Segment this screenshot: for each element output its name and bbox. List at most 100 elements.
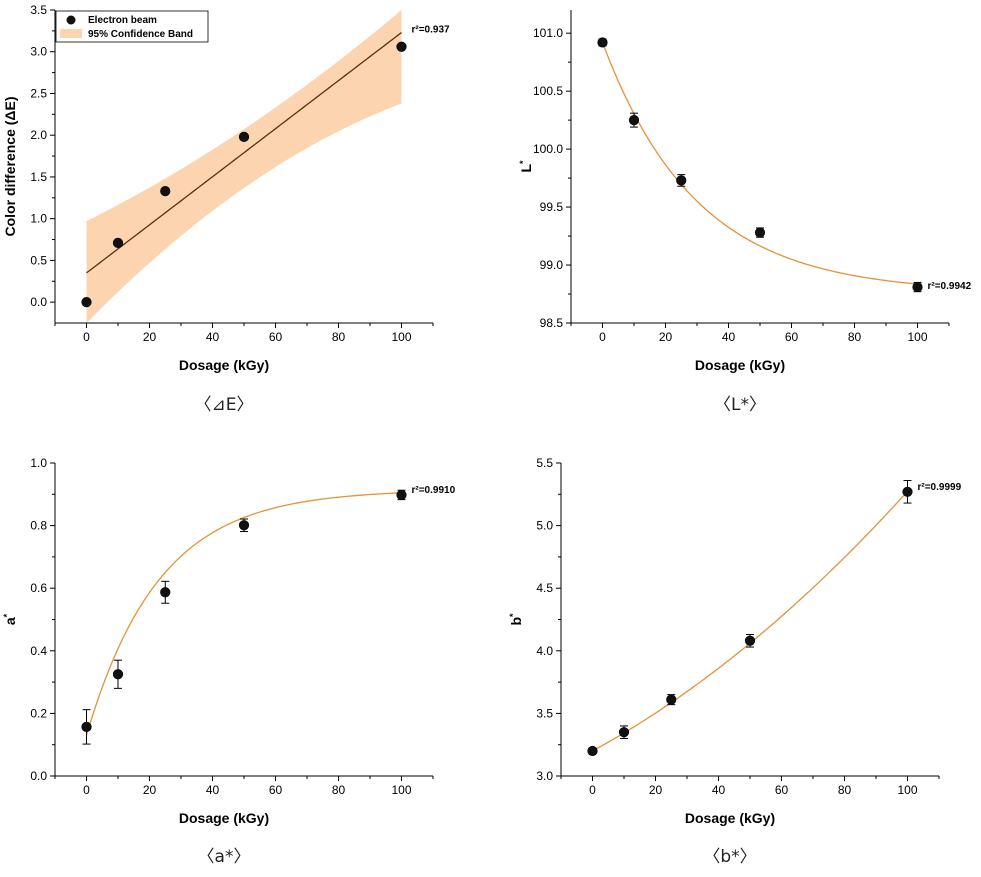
x-axis-label: Dosage (kGy) (685, 810, 775, 826)
y-tick-label: 0.0 (30, 295, 47, 309)
panel-caption: 〈b*〉 (703, 847, 756, 867)
y-tick-label: 0.8 (30, 519, 47, 533)
data-point (396, 41, 407, 52)
y-tick-label: 2.0 (30, 128, 47, 142)
legend-band-swatch (60, 29, 82, 38)
x-tick-label: 40 (206, 783, 220, 797)
y-tick-label: 4.0 (536, 644, 553, 658)
chart-panel-delta-e: 0 20 40 60 80 100 0.0 0.5 1.0 1.5 2.0 2.5 3.0 3.5 Dosa… (2, 3, 450, 415)
x-tick-label: 100 (391, 783, 411, 797)
legend-entry-band: 95% Confidence Band (88, 29, 193, 40)
x-tick-label: 0 (589, 783, 596, 797)
data-point (628, 115, 640, 126)
y-tick-label: 3.0 (536, 769, 553, 783)
x-tick-label: 0 (599, 330, 606, 344)
data-point (81, 297, 92, 308)
y-tick-label: 4.5 (536, 581, 553, 595)
y-tick-label: 1.0 (30, 212, 47, 226)
x-axis-label: Dosage (kGy) (179, 810, 269, 826)
x-tick-label: 60 (785, 330, 799, 344)
y-tick-label: 0.5 (30, 253, 47, 267)
data-point (238, 131, 250, 142)
x-axis-label: Dosage (kGy) (695, 357, 785, 373)
data-point (238, 520, 250, 531)
x-tick-label: 100 (391, 330, 411, 344)
x-tick-label: 20 (143, 783, 157, 797)
y-tick-label: 101.0 (533, 26, 563, 40)
y-tick-label: 3.0 (30, 45, 47, 59)
r-squared-label: r²=0.9910 (412, 485, 456, 496)
chart-panel-l-star: 0 20 40 60 80 100 98.5 99.0 99.5 100.0 100.5 101.0 D… (518, 10, 972, 415)
x-tick-label: 60 (775, 783, 789, 797)
data-point (160, 587, 171, 598)
x-tick-label: 40 (712, 783, 726, 797)
x-tick-label: 20 (659, 330, 673, 344)
x-tick-label: 80 (332, 783, 346, 797)
y-tick-label: 2.5 (30, 86, 47, 100)
y-tick-label: 0.6 (30, 581, 47, 595)
legend-marker (66, 15, 76, 25)
data-point (666, 694, 677, 705)
y-tick-label: 3.5 (536, 706, 553, 720)
data-point (112, 237, 124, 248)
x-tick-label: 0 (83, 783, 90, 797)
x-tick-label: 40 (206, 330, 220, 344)
y-tick-label: 5.0 (536, 519, 553, 533)
data-point (744, 635, 756, 646)
x-tick-label: 20 (649, 783, 663, 797)
data-point (618, 727, 630, 738)
x-tick-label: 40 (722, 330, 736, 344)
fit-curve (601, 42, 918, 285)
data-point (597, 37, 608, 48)
chart-panel-b-star: 0 20 40 60 80 100 3.0 3.5 4.0 4.5 5.0 5.5 Dosage (kG… (508, 456, 962, 867)
chart-panel-a-star: 0 20 40 60 80 100 0.0 0.2 0.4 0.6 0.8 1.0 Dosage (kG… (2, 456, 456, 867)
data-point (912, 281, 923, 293)
r-squared-label: r²=0.9942 (928, 281, 972, 292)
y-tick-label: 5.5 (536, 456, 553, 470)
panel-caption: 〈a*〉 (198, 847, 251, 867)
panel-caption: 〈L*〉 (714, 395, 766, 415)
y-tick-label: 3.5 (30, 3, 47, 17)
y-tick-label: 0.4 (30, 644, 47, 658)
x-tick-label: 0 (83, 330, 90, 344)
y-axis-label: a* (2, 613, 18, 625)
x-tick-label: 100 (897, 783, 917, 797)
y-tick-label: 1.0 (30, 456, 47, 470)
panel-caption: 〈⊿E〉 (195, 395, 254, 415)
confidence-band (86, 10, 402, 323)
data-point (160, 186, 171, 197)
x-tick-label: 60 (269, 783, 283, 797)
x-tick-label: 20 (143, 330, 157, 344)
legend-entry-marker: Electron beam (88, 15, 157, 26)
data-point (676, 175, 687, 186)
y-tick-label: 99.5 (540, 200, 564, 214)
y-tick-label: 99.0 (540, 258, 564, 272)
x-tick-label: 80 (332, 330, 346, 344)
y-tick-label: 1.5 (30, 170, 47, 184)
data-point (396, 489, 407, 501)
x-tick-label: 60 (269, 330, 283, 344)
x-tick-label: 80 (848, 330, 862, 344)
fit-curve (86, 32, 402, 274)
data-point (587, 745, 598, 757)
data-point (112, 669, 124, 680)
x-tick-label: 80 (838, 783, 852, 797)
y-tick-label: 100.5 (533, 84, 563, 98)
r-squared-label: r²=0.937 (412, 25, 451, 36)
x-tick-label: 100 (907, 330, 927, 344)
fit-curve (592, 490, 908, 752)
data-point (902, 486, 913, 497)
y-tick-label: 0.0 (30, 769, 47, 783)
r-squared-label: r²=0.9999 (918, 482, 962, 493)
y-tick-label: 98.5 (540, 316, 564, 330)
data-point (81, 721, 92, 732)
y-axis-label: Color difference (ΔE) (2, 97, 18, 237)
y-axis-label: L* (518, 160, 534, 173)
fit-curve (85, 492, 402, 736)
legend: Electron beam 95% Confidence Band (55, 10, 209, 43)
y-tick-label: 0.2 (30, 706, 47, 720)
x-axis-label: Dosage (kGy) (179, 357, 269, 373)
y-tick-label: 100.0 (533, 142, 563, 156)
y-axis-label: b* (508, 613, 524, 626)
